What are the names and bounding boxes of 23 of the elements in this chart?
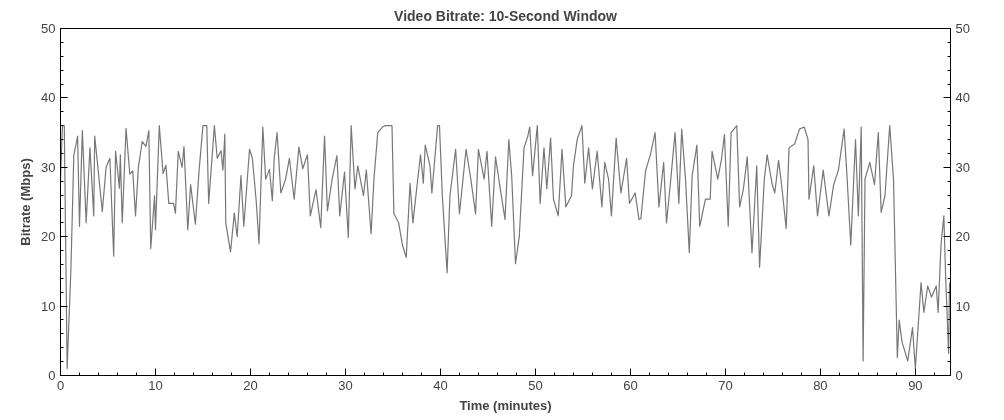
x-tick-label: 20 <box>243 377 258 393</box>
y-axis-title: Bitrate (Mbps) <box>18 158 34 246</box>
y2-tick-label: 20 <box>955 229 970 245</box>
y-tick-label: 20 <box>41 229 56 245</box>
line-series <box>60 125 951 370</box>
y2-tick-label: 50 <box>955 21 970 36</box>
y2-tick-label: 10 <box>955 298 970 314</box>
x-tick-label: 90 <box>908 377 923 393</box>
y-tick-label: 40 <box>41 90 56 106</box>
x-tick-label: 50 <box>528 377 543 393</box>
y2-tick-label: 40 <box>955 90 970 106</box>
x-tick-label: 80 <box>813 377 828 393</box>
y2-tick-label: 30 <box>955 159 970 175</box>
x-tick-label: 30 <box>338 377 353 393</box>
chart-title: Video Bitrate: 10-Second Window <box>394 7 618 24</box>
y-tick-label: 30 <box>41 159 56 175</box>
y-tick-label: 10 <box>41 298 56 314</box>
y-tick-label: 50 <box>41 21 56 36</box>
x-tick-label: 40 <box>433 377 448 393</box>
x-tick-label: 60 <box>623 377 638 393</box>
x-tick-label: 70 <box>718 377 733 393</box>
x-axis-title: Time (minutes) <box>459 397 552 413</box>
x-tick-label: 10 <box>148 377 163 393</box>
